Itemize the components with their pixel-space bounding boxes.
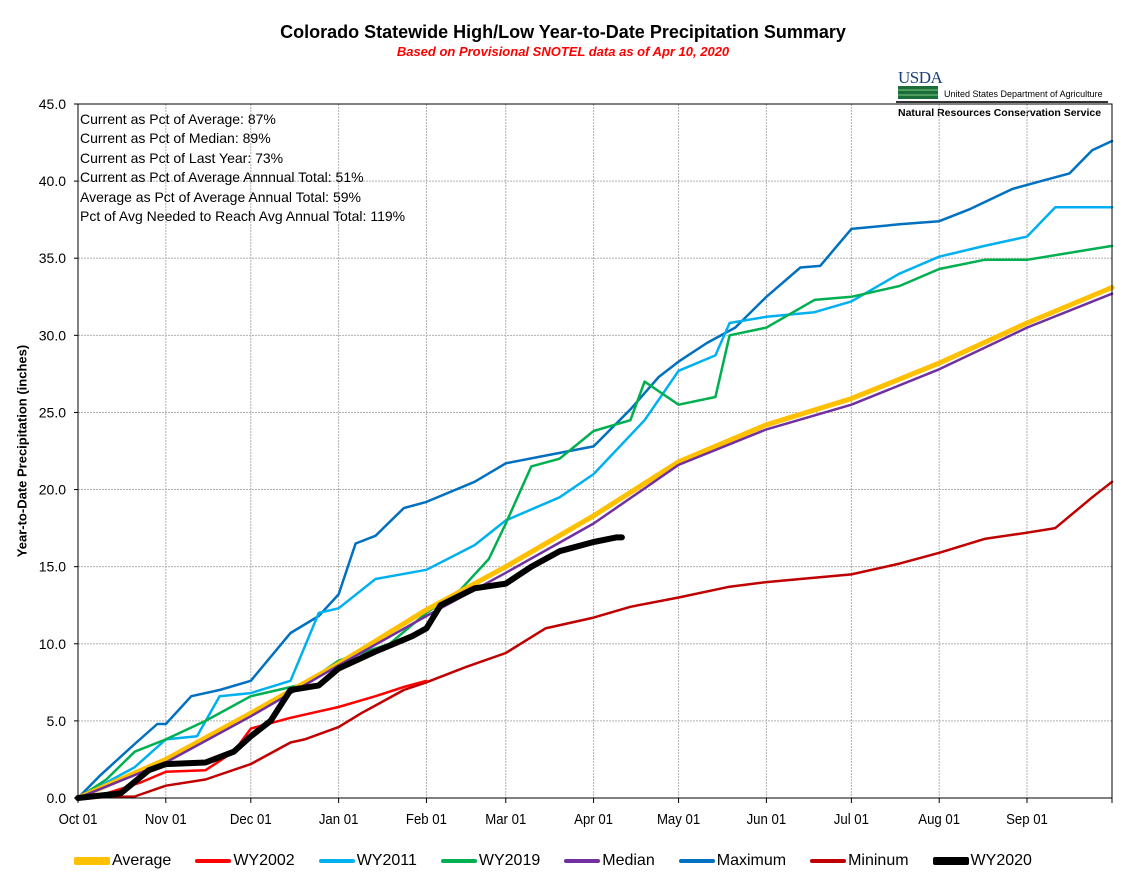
stat-pct-of-average: Current as Pct of Average: 87%	[80, 111, 276, 127]
legend-swatch	[318, 859, 355, 863]
x-tick-label: Jan 01	[319, 810, 359, 827]
legend-swatch	[440, 859, 477, 863]
x-tick-label: Mar 01	[485, 810, 526, 827]
legend-item-wy2020: WY2020	[932, 852, 1032, 870]
y-tick-label: 20.0	[39, 482, 66, 498]
stat-pct-of-annual-total: Current as Pct of Average Annnual Total:…	[80, 169, 364, 186]
legend-item-wy2011: WY2011	[318, 852, 417, 870]
x-tick-label: Oct 01	[59, 810, 98, 827]
legend-swatch	[195, 859, 232, 863]
chart-title: Colorado Statewide High/Low Year-to-Date…	[280, 22, 846, 42]
x-axis-ticks: Oct 01 Nov 01 Dec 01 Jan 01 Feb 01 Mar 01 Apr …	[59, 798, 1113, 827]
series-line-wy2020	[75, 534, 625, 801]
x-tick-label: Aug 01	[918, 810, 960, 827]
stat-pct-of-median: Current as Pct of Median: 89%	[80, 130, 271, 147]
stat-average-pct-of-annual: Average as Pct of Average Annual Total: …	[80, 188, 361, 205]
legend: Average WY2002 WY2011 WY2019 Median Maximum Mi…	[74, 850, 1056, 872]
legend-item-maximum: Maximum	[678, 852, 787, 870]
service-name: Natural Resources Conservation Service	[898, 107, 1102, 119]
series-line-wy2002	[76, 679, 428, 800]
legend-item-wy2002: WY2002	[195, 852, 295, 870]
x-tick-label: Jul 01	[834, 810, 869, 827]
legend-label: Median	[602, 852, 655, 869]
usda-logo-text: USDA	[898, 68, 943, 87]
legend-swatch	[810, 859, 847, 863]
legend-swatch	[74, 857, 110, 865]
series-lines	[75, 139, 1115, 801]
usda-logo-icon	[898, 86, 938, 99]
y-tick-label: 25.0	[39, 404, 66, 420]
y-axis-ticks: 0.0 5.0 10.0 15.0 20.0 25.0 30.0 35.0 40.0 45.0	[39, 96, 78, 806]
legend-label: WY2019	[478, 852, 541, 869]
legend-label: WY2011	[356, 852, 417, 869]
x-tick-label: Nov 01	[145, 810, 187, 827]
x-tick-label: Dec 01	[230, 810, 272, 827]
series-line-mininum	[76, 480, 1114, 800]
y-axis-label: Year-to-Date Precipitation (inches)	[14, 344, 30, 558]
series-line-wy2019	[76, 244, 1114, 800]
stats-box: Current as Pct of Average: 87% Current a…	[80, 110, 405, 226]
legend-item-median: Median	[564, 852, 655, 870]
y-tick-label: 5.0	[47, 713, 67, 729]
plot-frame	[77, 103, 1113, 799]
legend-item-mininum: Mininum	[810, 852, 909, 870]
x-tick-label: May 01	[657, 810, 700, 827]
y-tick-label: 15.0	[39, 559, 66, 575]
chart-subtitle: Based on Provisional SNOTEL data as of A…	[396, 44, 730, 59]
logo-divider	[896, 101, 1108, 103]
legend-label: Mininum	[848, 852, 909, 869]
legend-swatch	[932, 857, 969, 865]
y-tick-label: 40.0	[39, 173, 66, 189]
grid-lines	[78, 104, 1112, 798]
series-line-maximum	[76, 139, 1114, 800]
y-tick-label: 10.0	[39, 636, 66, 652]
y-tick-label: 35.0	[39, 250, 66, 266]
x-tick-label: Feb 01	[406, 810, 447, 827]
legend-item-average: Average	[74, 852, 171, 870]
legend-label: WY2020	[970, 852, 1032, 869]
y-tick-label: 45.0	[39, 96, 66, 112]
stat-pct-needed: Pct of Avg Needed to Reach Avg Annual To…	[80, 208, 406, 225]
legend-swatch	[564, 859, 601, 863]
legend-label: Maximum	[716, 852, 787, 869]
legend-label: WY2002	[233, 852, 295, 869]
y-tick-label: 30.0	[39, 327, 66, 343]
x-tick-label: Sep 01	[1006, 810, 1048, 827]
series-line-wy2011	[76, 206, 1114, 800]
usda-nrcs-logo: USDA United States Department of Agricul…	[896, 68, 1112, 122]
legend-label: Average	[112, 852, 172, 869]
legend-swatch	[678, 859, 715, 863]
series-line-average	[75, 285, 1115, 801]
x-tick-label: Apr 01	[574, 810, 613, 827]
series-line-median	[76, 292, 1114, 800]
y-tick-label: 0.0	[47, 790, 67, 806]
stat-pct-of-last-year: Current as Pct of Last Year: 73%	[80, 149, 284, 166]
legend-item-wy2019: WY2019	[440, 852, 541, 870]
department-name: United States Department of Agriculture	[944, 89, 1103, 99]
x-tick-label: Jun 01	[747, 810, 787, 827]
